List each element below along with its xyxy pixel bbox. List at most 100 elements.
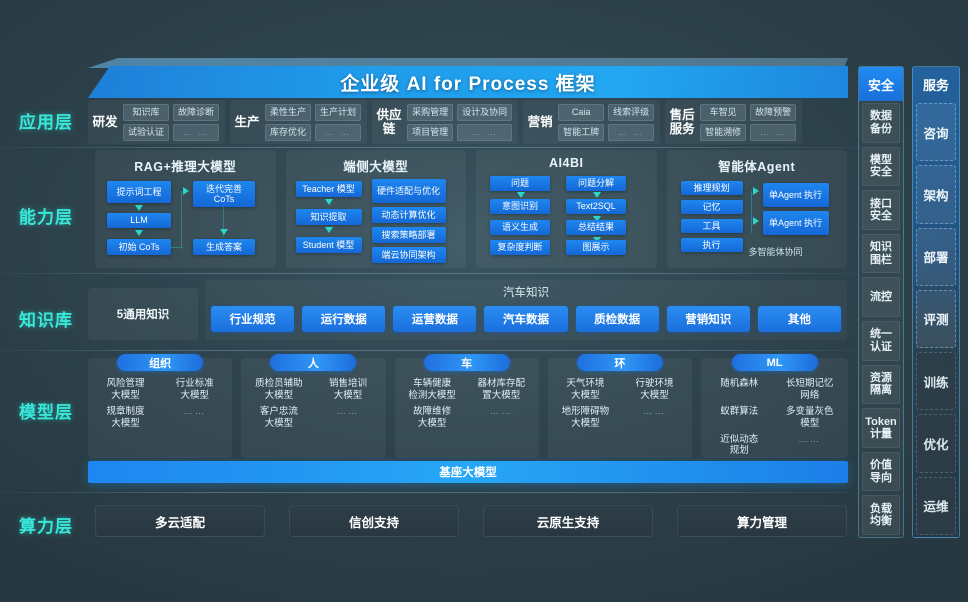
node-text2sql[interactable]: Text2SQL xyxy=(566,199,626,214)
knowledge-tag[interactable]: 行业规范 xyxy=(211,306,295,332)
node-execution[interactable]: 执行 xyxy=(680,238,743,252)
knowledge-tag[interactable]: 汽车数据 xyxy=(484,306,568,332)
base-model-bar[interactable]: 基座大模型 xyxy=(88,461,848,483)
node-summarize-result[interactable]: 总结结果 xyxy=(566,220,626,235)
knowledge-tag[interactable]: 营销知识 xyxy=(666,306,750,332)
sidebar-item-deployment[interactable]: 部署 xyxy=(916,227,956,286)
compute-chip-management[interactable]: 算力管理 xyxy=(677,505,847,537)
node-iterative-cots[interactable]: 迭代完善 CoTs xyxy=(193,181,255,207)
app-chip[interactable]: 线索评级 xyxy=(608,103,655,121)
compute-chip-multicloud[interactable]: 多云适配 xyxy=(95,505,265,537)
node-semantic-generation[interactable]: 语义生成 xyxy=(490,220,550,235)
compute-chip-cloudnative[interactable]: 云原生支持 xyxy=(483,505,653,537)
sidebar-item-data-backup[interactable]: 数据 备份 xyxy=(862,103,900,143)
model-item-more[interactable]: …… xyxy=(183,405,207,417)
app-chip[interactable]: 智能工牌 xyxy=(558,123,605,141)
model-item[interactable]: 随机森林 xyxy=(720,378,759,389)
sidebar-item-unified-auth[interactable]: 统一 认证 xyxy=(862,320,900,361)
app-chip[interactable]: Caia xyxy=(558,103,605,121)
model-item-more[interactable]: …… xyxy=(489,405,513,417)
app-chip[interactable]: 柔性生产 xyxy=(265,103,312,121)
app-chip[interactable]: 生产计划 xyxy=(315,103,362,121)
capability-card-edge-model[interactable]: 端侧大模型 Teacher 模型 知识提取 Student 模型 硬件适配与优化… xyxy=(285,150,466,268)
model-item[interactable]: 天气环境 大模型 xyxy=(566,378,605,401)
model-card-vehicle[interactable]: 车 车辆健康 检测大模型 器材库存配 置大模型 故障维修 大模型 …… xyxy=(394,354,539,458)
sidebar-item-optimization[interactable]: 优化 xyxy=(916,414,956,473)
node-generate-answer[interactable]: 生成答案 xyxy=(193,239,255,255)
app-chip[interactable]: 车智见 xyxy=(700,103,747,121)
node-knowledge-extract[interactable]: 知识提取 xyxy=(295,209,362,225)
sidebar-item-operations[interactable]: 运维 xyxy=(916,476,956,535)
model-item[interactable]: 蚁群算法 xyxy=(720,405,759,417)
app-chip[interactable]: 设计及协同 xyxy=(457,103,513,121)
node-memory[interactable]: 记忆 xyxy=(680,200,743,214)
app-chip[interactable]: 试验认证 xyxy=(123,123,170,141)
capability-card-rag[interactable]: RAG+推理大模型 提示词工程 LLM 初始 CoTs 迭代完善 CoTs 生成… xyxy=(95,150,276,268)
node-dynamic-compute[interactable]: 动态计算优化 xyxy=(371,207,446,223)
app-chip[interactable]: 知识库 xyxy=(123,103,170,121)
app-group-marketing[interactable]: 营销 Caia 智能工牌 线索评级 … … xyxy=(523,100,661,144)
model-item-more[interactable]: …… xyxy=(336,405,360,417)
model-item-more[interactable]: …… xyxy=(798,433,822,445)
app-chip-more[interactable]: … … xyxy=(173,123,220,141)
app-chip[interactable]: 项目管理 xyxy=(407,123,454,141)
app-group-supply-chain[interactable]: 供应链 采购管理 项目管理 设计及协同 … … xyxy=(372,100,519,144)
model-item[interactable]: 销售培训 大模型 xyxy=(328,378,367,401)
app-group-rd[interactable]: 研发 知识库 试验认证 故障诊断 … … xyxy=(88,100,226,144)
model-item[interactable]: 规章制度 大模型 xyxy=(106,405,145,429)
node-student-model[interactable]: Student 模型 xyxy=(295,237,362,253)
app-chip[interactable]: 故障预警 xyxy=(750,103,797,121)
app-group-production[interactable]: 生产 柔性生产 库存优化 生产计划 … … xyxy=(230,100,368,144)
node-hardware-adapt[interactable]: 硬件适配与优化 xyxy=(371,179,446,203)
node-tools[interactable]: 工具 xyxy=(680,219,743,233)
knowledge-general-card[interactable]: 5通用知识 xyxy=(88,288,198,340)
node-question-decompose[interactable]: 问题分解 xyxy=(566,176,626,191)
knowledge-tag[interactable]: 运营数据 xyxy=(393,306,477,332)
model-item[interactable]: 多变量灰色 模型 xyxy=(785,405,834,429)
sidebar-item-evaluation[interactable]: 评测 xyxy=(916,289,956,349)
sidebar-item-knowledge-fence[interactable]: 知识 围栏 xyxy=(862,233,900,274)
app-chip-more[interactable]: … … xyxy=(315,123,362,141)
node-search-deploy[interactable]: 搜索策略部署 xyxy=(371,227,446,243)
node-question[interactable]: 问题 xyxy=(490,176,550,191)
sidebar-item-load-balance[interactable]: 负载 均衡 xyxy=(862,495,900,535)
model-item[interactable]: 近似动态 规划 xyxy=(720,433,759,457)
app-chip[interactable]: 库存优化 xyxy=(265,123,312,141)
node-single-agent-exec-1[interactable]: 单Agent 执行 xyxy=(762,183,829,207)
model-card-environment[interactable]: 环 天气环境 大模型 行驶环境 大模型 地形障碍物 大模型 …… xyxy=(547,354,693,458)
sidebar-item-model-security[interactable]: 模型 安全 xyxy=(862,146,900,187)
model-item-more[interactable]: …… xyxy=(642,405,666,417)
app-chip-more[interactable]: … … xyxy=(457,123,513,141)
node-llm[interactable]: LLM xyxy=(107,213,171,228)
node-initial-cots[interactable]: 初始 CoTs xyxy=(107,239,171,255)
compute-chip-xinchuang[interactable]: 信创支持 xyxy=(289,505,459,537)
app-chip-more[interactable]: … … xyxy=(608,123,655,141)
node-intent-recognition[interactable]: 意图识别 xyxy=(490,199,550,214)
model-item[interactable]: 地形障碍物 大模型 xyxy=(561,405,610,429)
model-item[interactable]: 器材库存配 置大模型 xyxy=(477,378,525,401)
node-prompt-engineering[interactable]: 提示词工程 xyxy=(107,181,171,203)
app-chip[interactable]: 采购管理 xyxy=(407,103,454,121)
capability-card-agent[interactable]: 智能体Agent 推理规划 记忆 工具 执行 单Agent 执行 单Agent … xyxy=(666,150,847,268)
model-item[interactable]: 风险管理 大模型 xyxy=(106,378,145,401)
knowledge-tag[interactable]: 运行数据 xyxy=(302,306,386,332)
sidebar-item-architecture[interactable]: 架构 xyxy=(916,165,956,224)
sidebar-item-resource-isolation[interactable]: 资源 隔离 xyxy=(862,364,900,405)
node-cloud-edge-arch[interactable]: 端云协同架构 xyxy=(371,247,446,263)
sidebar-item-value-orientation[interactable]: 价值 导向 xyxy=(862,451,900,492)
model-item[interactable]: 长短期记忆 网络 xyxy=(785,378,834,401)
sidebar-item-flow-control[interactable]: 流控 xyxy=(862,277,900,317)
knowledge-tag[interactable]: 质检数据 xyxy=(575,306,659,332)
app-chip[interactable]: 智能溯修 xyxy=(700,123,747,141)
model-item[interactable]: 质检员辅助 大模型 xyxy=(255,378,303,401)
node-reasoning-planning[interactable]: 推理规划 xyxy=(680,181,743,195)
node-single-agent-exec-2[interactable]: 单Agent 执行 xyxy=(762,211,829,235)
model-item[interactable]: 车辆健康 检测大模型 xyxy=(408,378,456,401)
model-item[interactable]: 行驶环境 大模型 xyxy=(635,378,674,401)
app-chip-more[interactable]: … … xyxy=(750,123,797,141)
node-complexity-judge[interactable]: 复杂度判断 xyxy=(490,240,550,255)
app-group-aftersales[interactable]: 售后服务 车智见 智能溯修 故障预警 … … xyxy=(665,100,803,144)
sidebar-item-api-security[interactable]: 接口 安全 xyxy=(862,190,900,230)
model-card-people[interactable]: 人 质检员辅助 大模型 销售培训 大模型 客户忠流 大模型 …… xyxy=(241,354,386,458)
model-item[interactable]: 故障维修 大模型 xyxy=(413,405,452,429)
